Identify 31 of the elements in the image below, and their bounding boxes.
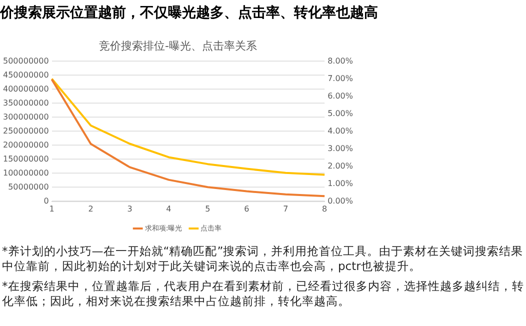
x-tick-label: 7: [283, 204, 288, 214]
y2-tick-label: 3.00%: [328, 144, 354, 153]
y2-tick-label: 7.00%: [328, 74, 354, 83]
y2-tick-label: 8.00%: [328, 56, 354, 66]
y-tick-label: 250000000: [2, 126, 49, 136]
x-tick-label: 5: [205, 204, 210, 214]
y-tick-label: 500000000: [2, 56, 49, 66]
y-tick-label: 50000000: [8, 182, 49, 192]
y-tick-label: 450000000: [2, 70, 49, 80]
x-tick-label: 3: [127, 204, 132, 214]
y2-tick-label: 2.00%: [328, 161, 354, 170]
y2-tick-label: 6.00%: [328, 91, 354, 100]
y-tick-label: 100000000: [2, 168, 49, 178]
text: *养计划的小技巧—在一开始就“精确匹配”搜索词，并利用抢首位工具。由于素材在关键词搜索结果中位靠前，因此初始的计划对于此关键词来说的点击率也会高，pctr也被提升。: [2, 244, 524, 274]
y2-tick-label: 0.00%: [328, 196, 354, 206]
x-tick-label: 8: [322, 204, 328, 214]
y-tick-label: 150000000: [2, 154, 49, 164]
y2-tick-label: 4.00%: [328, 126, 354, 136]
y-tick-label: 0: [44, 196, 49, 206]
x-tick-label: 1: [49, 204, 54, 214]
x-tick-label: 4: [166, 204, 172, 214]
y-tick-label: 400000000: [2, 84, 49, 94]
x-tick-label: 2: [88, 204, 94, 214]
y-tick-label: 200000000: [2, 140, 49, 150]
y2-tick-label: 1.00%: [328, 178, 354, 188]
y-tick-label: 350000000: [2, 98, 49, 108]
text: *在搜索结果中，位置越靠后，代表用户在看到素材前，已经看过很多内容，选择性越多越纠结，转化率低；因此，相对来说在搜索结果中占位越前排，转化率越高。: [2, 279, 524, 309]
chart-subtitle: 竞价搜索排位-曝光、点击率关系: [99, 39, 257, 52]
y-tick-label: 300000000: [2, 112, 49, 122]
y2-tick-label: 5.00%: [328, 108, 354, 118]
x-tick-label: 6: [244, 204, 250, 214]
